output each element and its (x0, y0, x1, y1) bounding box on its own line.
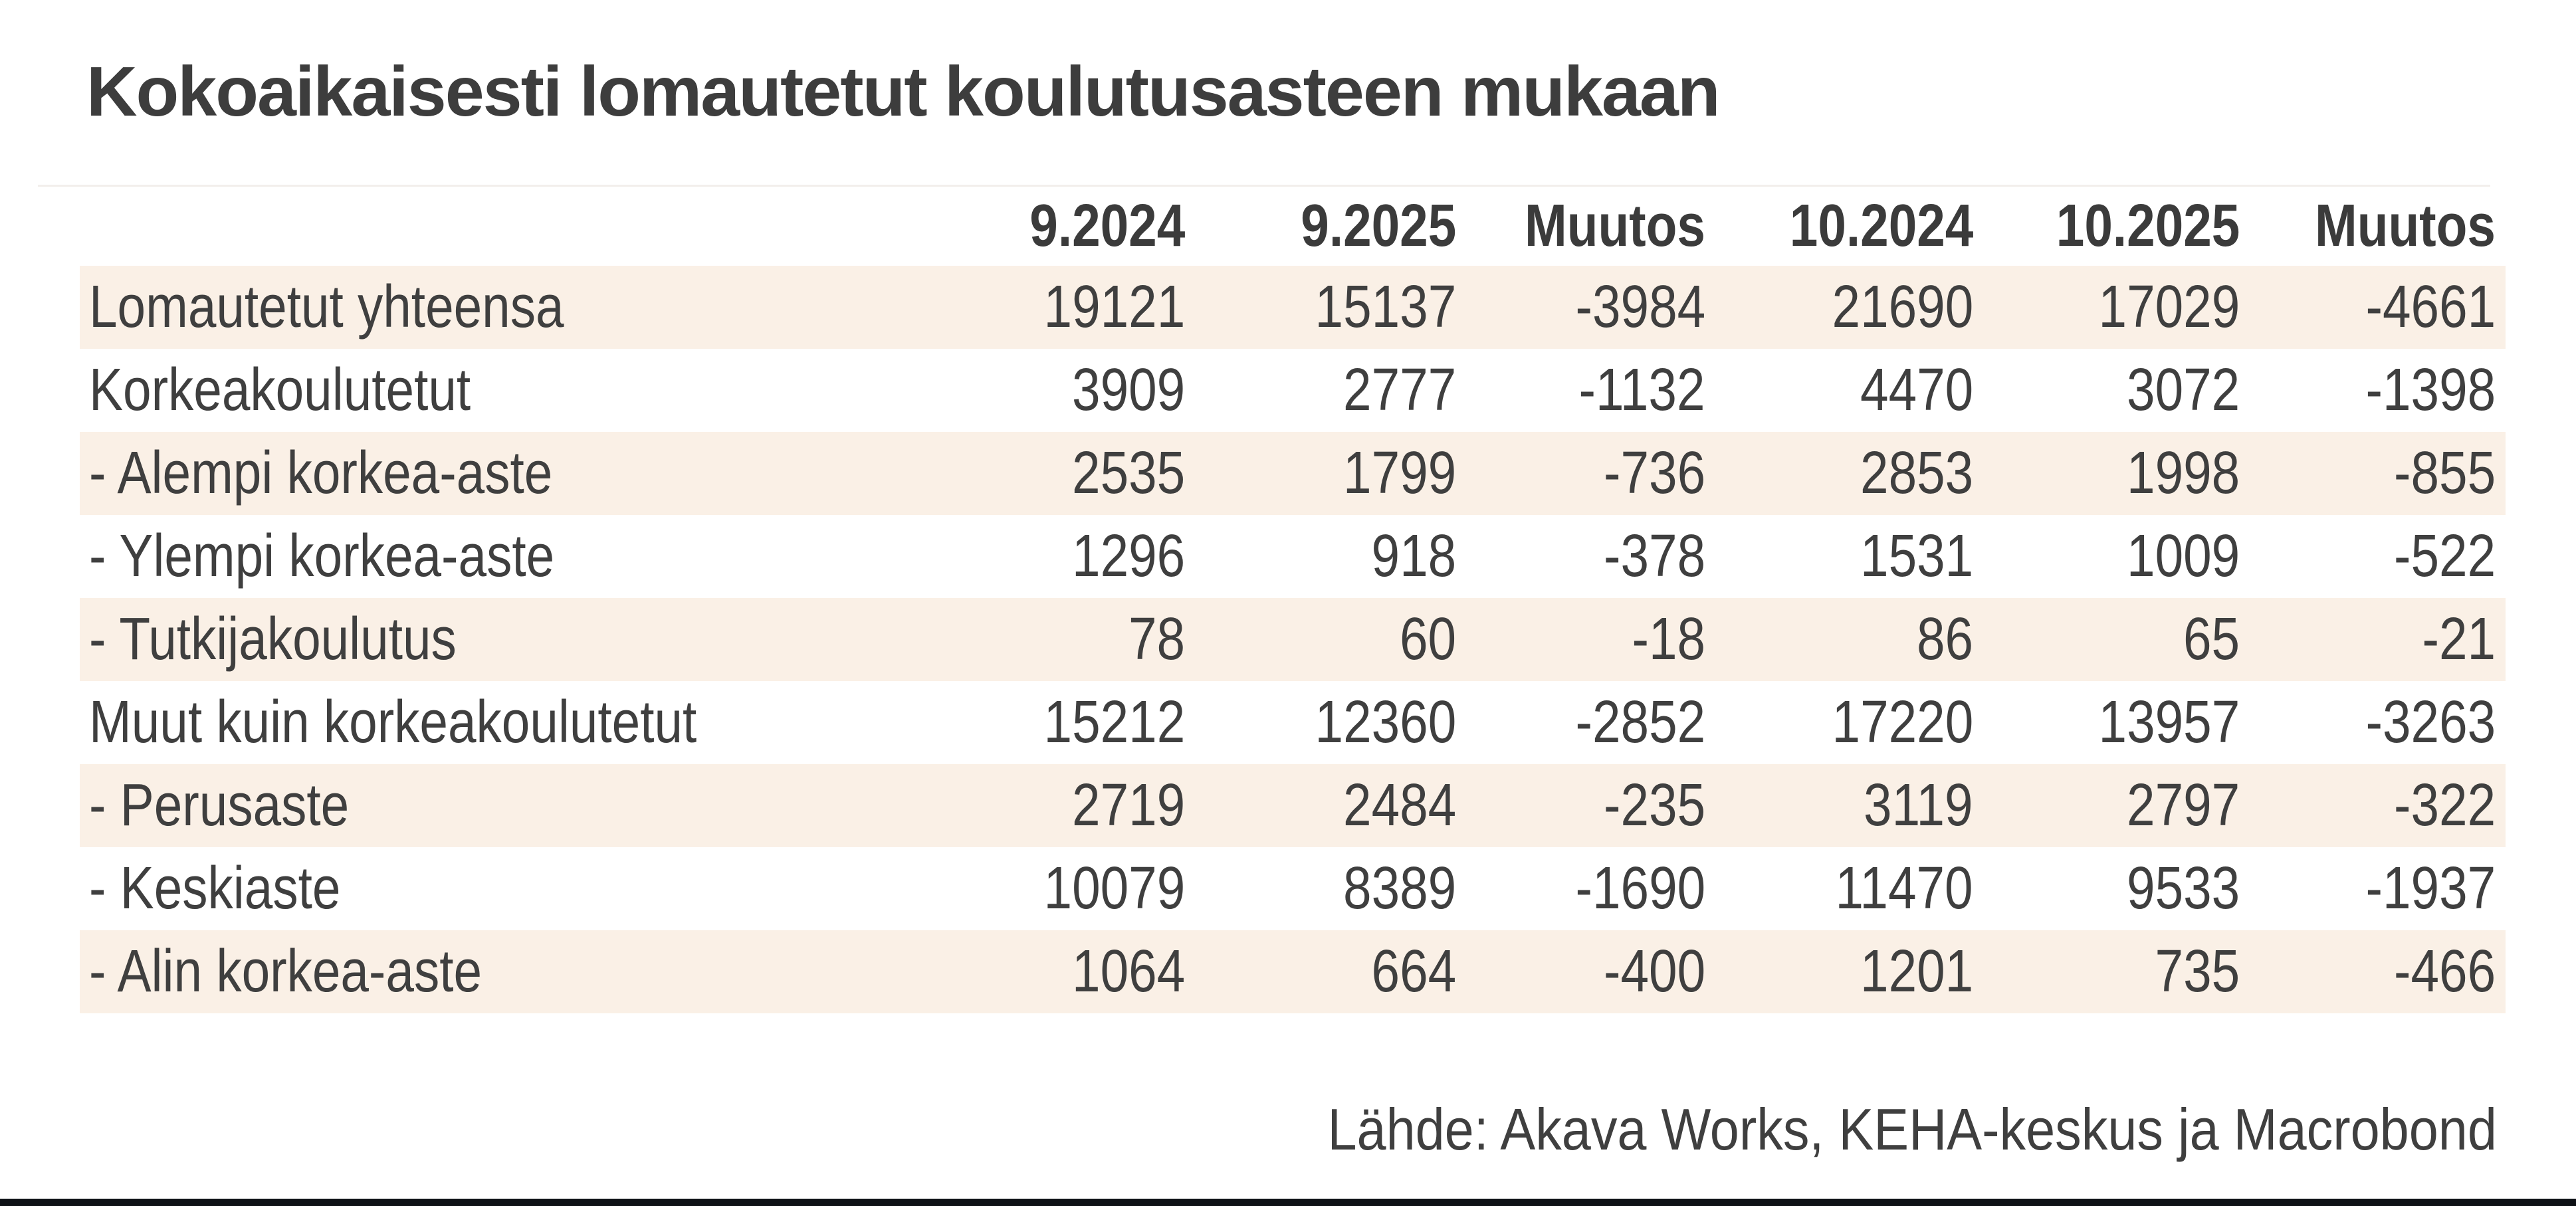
row-label: Korkeakoulutetut (89, 357, 471, 423)
cell-value: 1296 (1071, 523, 1185, 589)
cell-value: 1201 (1860, 938, 1973, 1005)
table-row: - Keskiaste 10079 8389 -1690 11470 9533 … (80, 847, 2506, 930)
column-header-label: 9.2024 (1029, 193, 1185, 259)
cell-value: 13957 (2098, 689, 2240, 755)
column-header: Muutos (2240, 187, 2496, 266)
cell-value: 8389 (1342, 855, 1456, 922)
table-row: - Alin korkea-aste 1064 664 -400 1201 73… (80, 930, 2506, 1013)
column-header-label: Muutos (1525, 193, 1705, 259)
row-label: - Ylempi korkea-aste (89, 523, 555, 589)
cell-value: 3072 (2126, 357, 2240, 423)
table-row: - Perusaste 2719 2484 -235 3119 2797 -32… (80, 764, 2506, 847)
cell-value: 21690 (1832, 274, 1973, 340)
cell-value: -18 (1632, 606, 1705, 672)
data-table: 9.2024 9.2025 Muutos 10.2024 10.2025 Muu… (80, 187, 2506, 1013)
cell-value: 3909 (1071, 357, 1185, 423)
table-row: Lomautetut yhteensa 19121 15137 -3984 21… (80, 266, 2506, 349)
column-header: Muutos (1456, 187, 1705, 266)
cell-value: 4470 (1860, 357, 1973, 423)
cell-value: 2797 (2126, 772, 2240, 839)
cell-value: -4661 (2365, 274, 2496, 340)
table-row: - Alempi korkea-aste 2535 1799 -736 2853… (80, 432, 2506, 515)
cell-value: -855 (2393, 440, 2496, 506)
cell-value: -378 (1603, 523, 1705, 589)
cell-value: 65 (2183, 606, 2240, 672)
row-label: - Keskiaste (89, 855, 341, 922)
cell-value: 2484 (1342, 772, 1456, 839)
column-header: 9.2024 (912, 187, 1185, 266)
cell-value: 2719 (1071, 772, 1185, 839)
cell-value: -522 (2393, 523, 2496, 589)
row-label: Lomautetut yhteensa (89, 274, 564, 340)
table-row: - Tutkijakoulutus 78 60 -18 86 65 -21 (80, 598, 2506, 681)
cell-value: 735 (2155, 938, 2240, 1005)
cell-value: 2777 (1342, 357, 1456, 423)
cell-value: 1799 (1342, 440, 1456, 506)
cell-value: -21 (2422, 606, 2496, 672)
cell-value: -1937 (2365, 855, 2496, 922)
cell-value: -3984 (1575, 274, 1705, 340)
cell-value: 2535 (1071, 440, 1185, 506)
row-label: - Alin korkea-aste (89, 938, 483, 1005)
cell-value: -2852 (1575, 689, 1705, 755)
cell-value: -1690 (1575, 855, 1705, 922)
bottom-bar (0, 1199, 2576, 1206)
cell-value: -235 (1603, 772, 1705, 839)
cell-value: 10079 (1043, 855, 1185, 922)
cell-value: 1064 (1071, 938, 1185, 1005)
cell-value: 19121 (1043, 274, 1185, 340)
cell-value: 17220 (1832, 689, 1973, 755)
cell-value: 9533 (2126, 855, 2240, 922)
cell-value: 15212 (1043, 689, 1185, 755)
page-title: Kokoaikaisesti lomautetut koulutusasteen… (86, 52, 1721, 131)
cell-value: -3263 (2365, 689, 2496, 755)
cell-value: -322 (2393, 772, 2496, 839)
title-divider (38, 185, 2490, 187)
table-row: - Ylempi korkea-aste 1296 918 -378 1531 … (80, 515, 2506, 598)
cell-value: -1132 (1579, 357, 1705, 423)
table-row: Korkeakoulutetut 3909 2777 -1132 4470 30… (80, 349, 2506, 432)
header-row: 9.2024 9.2025 Muutos 10.2024 10.2025 Muu… (80, 187, 2506, 266)
column-header: 10.2024 (1705, 187, 1973, 266)
column-header: 10.2025 (1973, 187, 2240, 266)
table-row: Muut kuin korkeakoulutetut 15212 12360 -… (80, 681, 2506, 764)
cell-value: -1398 (2365, 357, 2496, 423)
cell-value: 1998 (2126, 440, 2240, 506)
cell-value: 86 (1916, 606, 1973, 672)
cell-value: 3119 (1864, 772, 1973, 839)
row-label: Muut kuin korkeakoulutetut (89, 689, 697, 755)
cell-value: 664 (1371, 938, 1456, 1005)
cell-value: -466 (2393, 938, 2496, 1005)
cell-value: 1009 (2126, 523, 2240, 589)
cell-value: 78 (1128, 606, 1185, 672)
cell-value: 1531 (1860, 523, 1973, 589)
cell-value: 17029 (2098, 274, 2240, 340)
column-header: 9.2025 (1185, 187, 1456, 266)
column-header-label: Muutos (2315, 193, 2496, 259)
cell-value: 60 (1399, 606, 1456, 672)
cell-value: 2853 (1860, 440, 1973, 506)
column-header-label: 9.2025 (1301, 193, 1456, 259)
column-header-label: 10.2025 (2056, 193, 2240, 259)
cell-value: -400 (1603, 938, 1705, 1005)
cell-value: 12360 (1315, 689, 1456, 755)
cell-value: 918 (1371, 523, 1456, 589)
cell-value: 11470 (1835, 855, 1973, 922)
source-note: Lähde: Akava Works, KEHA-keskus ja Macro… (1327, 1096, 2497, 1162)
cell-value: 15137 (1315, 274, 1456, 340)
row-label: - Perusaste (89, 772, 350, 839)
row-label: - Tutkijakoulutus (89, 606, 457, 672)
row-label: - Alempi korkea-aste (89, 440, 553, 506)
cell-value: -736 (1603, 440, 1705, 506)
column-header-label: 10.2024 (1789, 193, 1973, 259)
